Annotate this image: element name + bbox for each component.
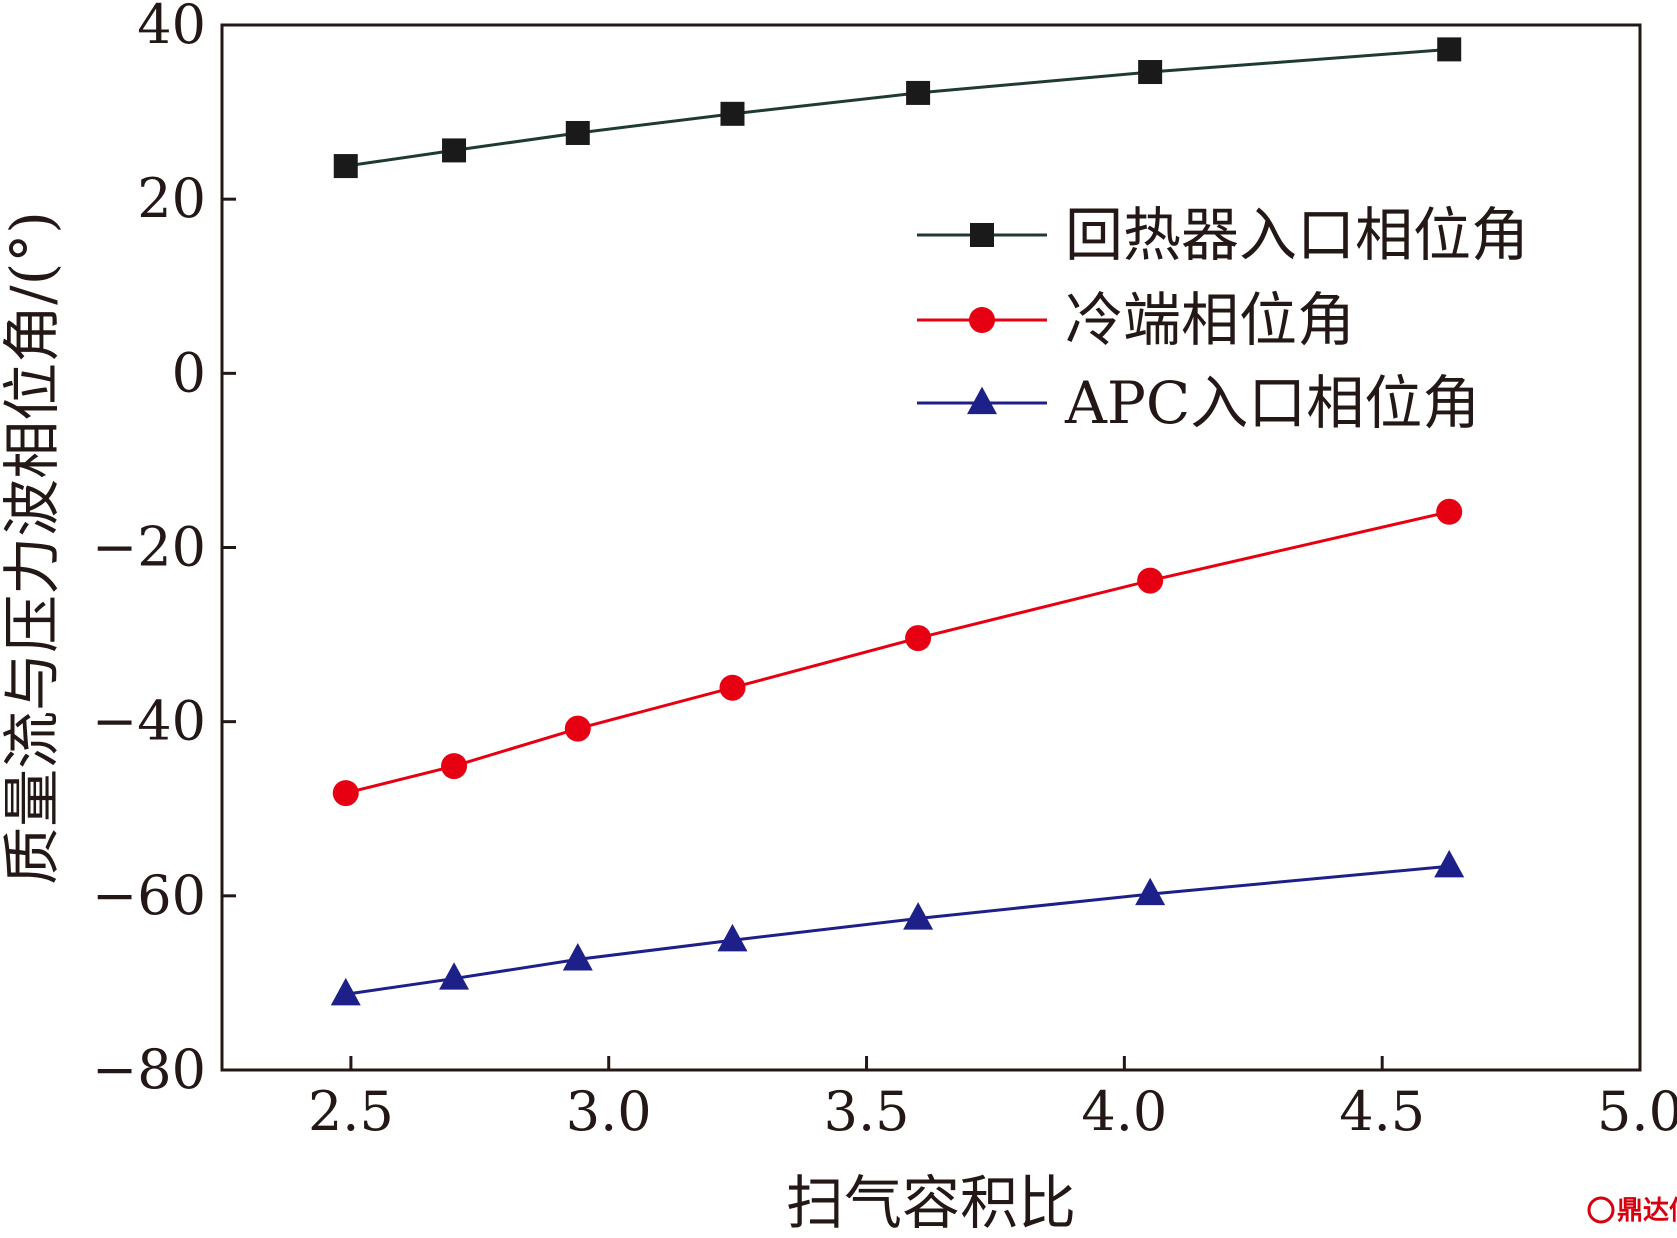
data-point-triangle (562, 943, 593, 971)
data-point-square (720, 101, 745, 126)
series-layer (330, 37, 1465, 1006)
x-tick-label: 3.5 (824, 1080, 910, 1143)
data-point-square (442, 138, 467, 163)
data-point-square (565, 120, 590, 145)
y-tick-label: −40 (92, 690, 206, 753)
data-point-triangle (330, 977, 361, 1006)
ticks-layer: 2.5 3.0 3.5 4.0 4.5 5.0 40 20 0 −20 −40 −60 −80 (92, 0, 1677, 1143)
x-tick-label: 3.0 (566, 1080, 652, 1143)
data-point-circle (441, 753, 468, 780)
x-tick-label: 4.0 (1081, 1080, 1167, 1143)
x-tick-label: 2.5 (308, 1080, 394, 1143)
watermark-logo-icon (1587, 1196, 1615, 1224)
data-point-triangle (1135, 877, 1166, 906)
y-tick-label: −80 (92, 1038, 206, 1101)
legend-item: APC入口相位角 (917, 369, 1480, 437)
data-point-circle (719, 674, 746, 701)
data-point-circle (1436, 498, 1463, 525)
data-point-circle (969, 307, 995, 333)
data-point-triangle (439, 962, 470, 990)
watermark: 鼎达信 (1587, 1196, 1677, 1226)
series-line (345, 864, 1450, 996)
y-tick-label: 40 (137, 0, 206, 56)
series-2 (330, 849, 1465, 1006)
plot-frame (220, 23, 1642, 1072)
data-point-triangle (967, 386, 997, 415)
data-point-square (333, 154, 358, 179)
x-tick-label: 5.0 (1597, 1080, 1677, 1143)
legend-item: 冷端相位角 (917, 286, 1355, 354)
data-point-square (906, 80, 931, 105)
legend-label: 回热器入口相位角 (1065, 201, 1529, 269)
watermark-text: 鼎达信 (1617, 1196, 1677, 1226)
x-axis-label: 扫气容积比 (786, 1169, 1076, 1233)
series-0 (333, 37, 1462, 179)
data-point-triangle (903, 902, 934, 930)
data-point-square (1437, 37, 1462, 62)
series-1 (332, 498, 1463, 807)
data-point-triangle (1434, 849, 1465, 878)
data-point-square (970, 223, 994, 247)
data-point-circle (564, 715, 591, 742)
legend-item: 回热器入口相位角 (917, 201, 1529, 269)
series-line (345, 47, 1450, 168)
y-tick-label: −20 (92, 516, 206, 579)
y-tick-label: 20 (137, 167, 206, 230)
y-axis-label: 质量流与压力波相位角/(°) (0, 211, 66, 885)
legend-label: APC入口相位角 (1064, 369, 1480, 437)
data-point-circle (905, 625, 932, 652)
series-line (345, 510, 1450, 795)
y-tick-label: −60 (92, 864, 206, 927)
legend-label: 冷端相位角 (1065, 286, 1355, 354)
data-point-circle (1137, 567, 1164, 594)
data-point-circle (332, 780, 359, 807)
x-tick-label: 4.5 (1339, 1080, 1425, 1143)
y-tick-label: 0 (172, 341, 206, 404)
data-point-square (1138, 60, 1163, 85)
data-point-triangle (717, 923, 748, 952)
